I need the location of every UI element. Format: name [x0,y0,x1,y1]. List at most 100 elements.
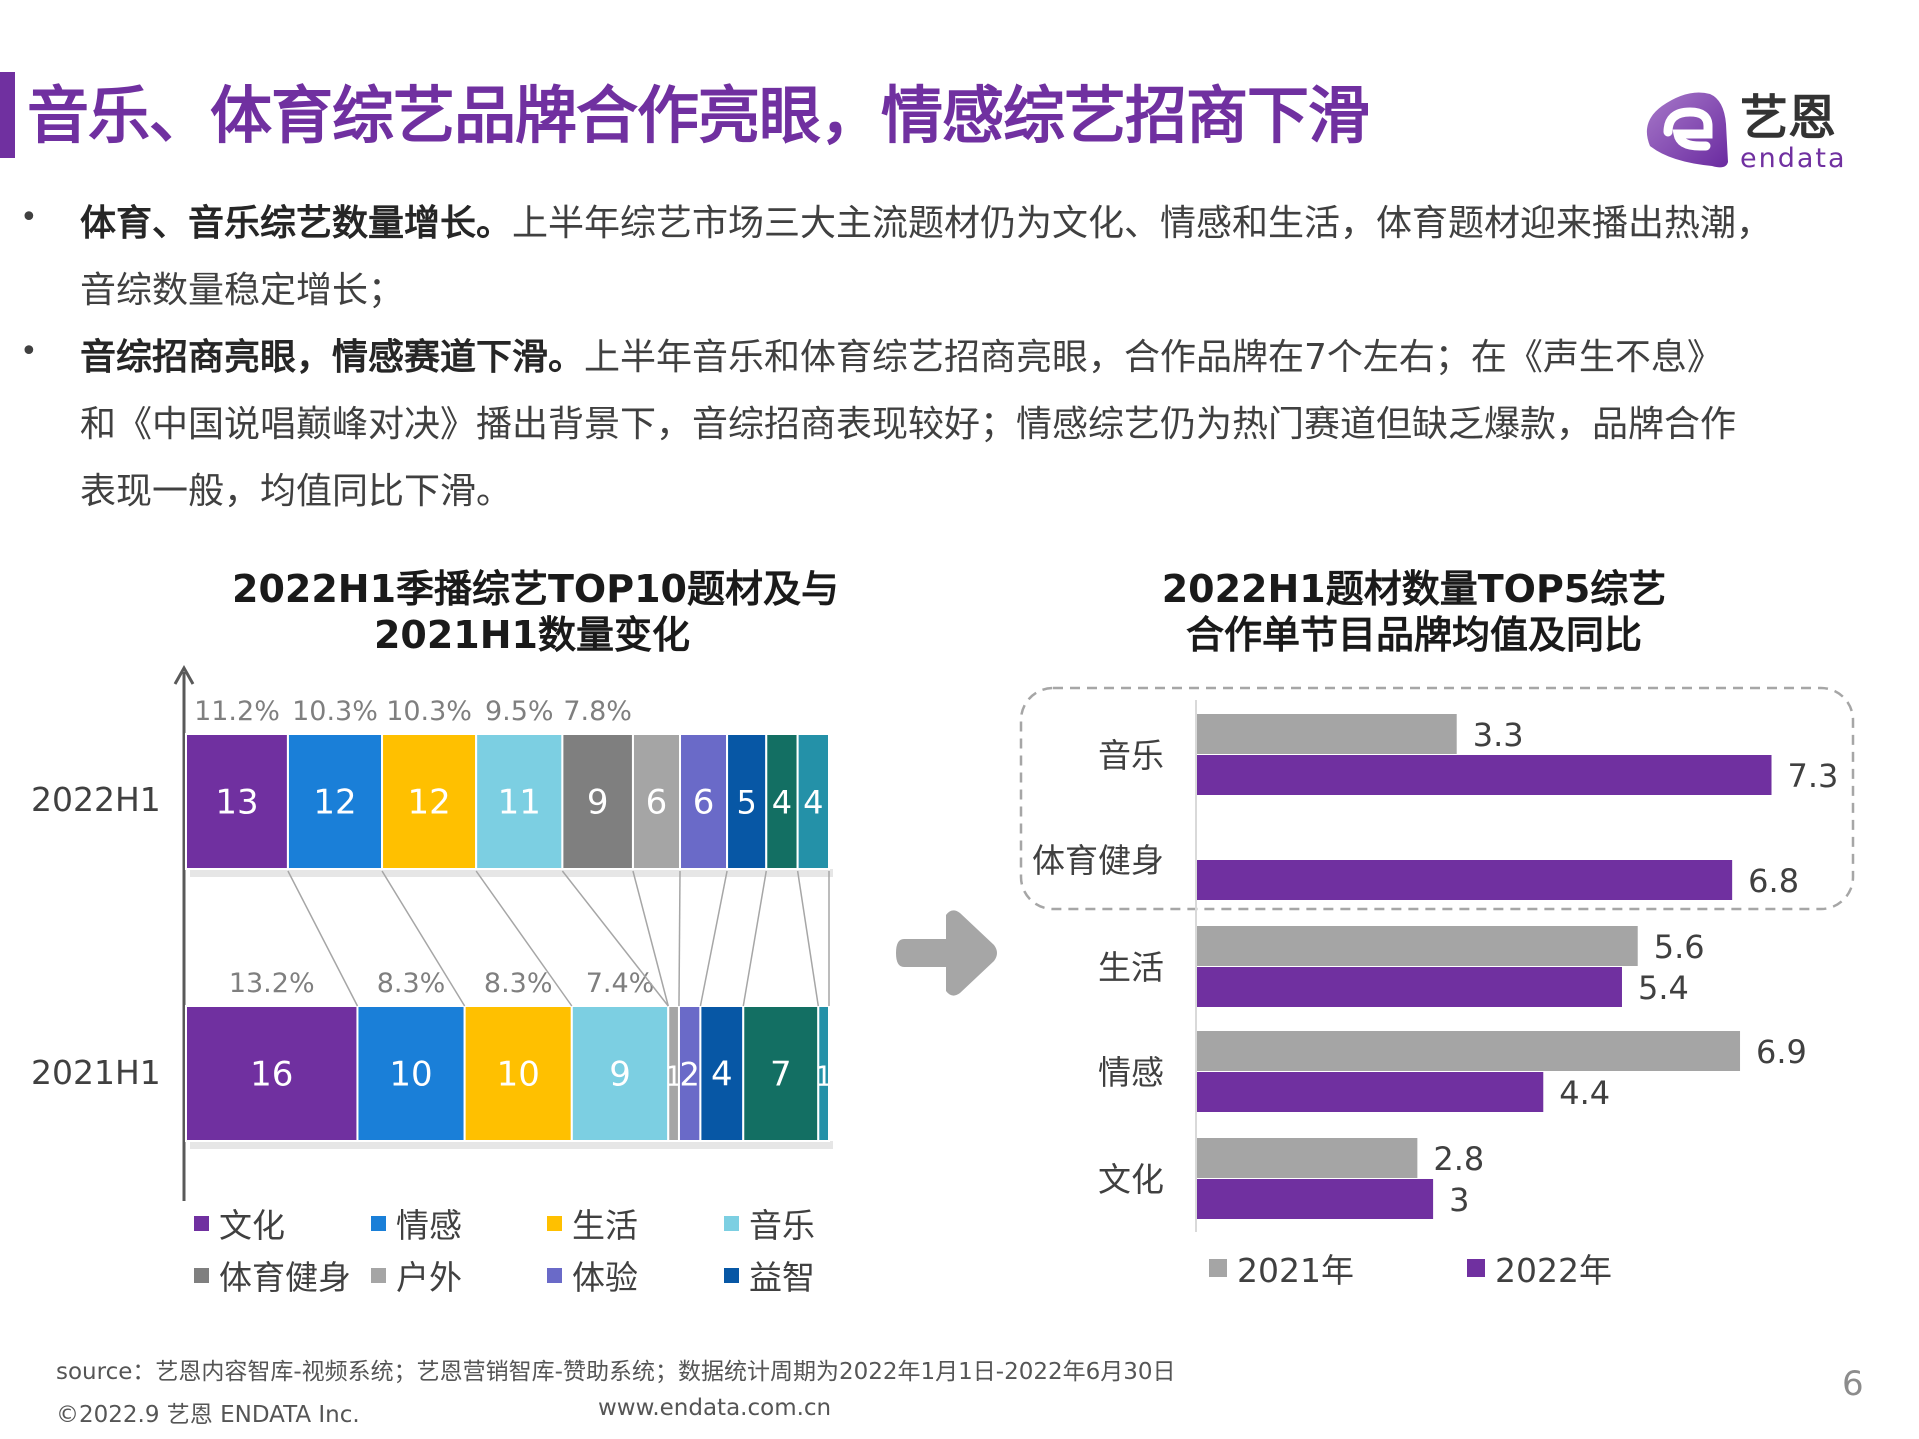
bar-segment [286,733,384,870]
bar-segment [667,1005,680,1142]
segment-value-label: 1 [665,1060,683,1093]
bar-value-label: 5.4 [1638,969,1689,1007]
percent-label: 7.4% [586,968,655,999]
category-label: 生活 [1098,948,1164,987]
bar-segment [726,733,768,870]
connector-line [699,870,728,1007]
bar-segment [356,1005,466,1142]
bullet-1-text: 上半年综艺市场三大主流题材仍为文化、情感和生活，体育题材迎来播出热潮， [512,203,1773,244]
bar [1197,1138,1418,1178]
percent-label: 8.3% [484,968,553,999]
legend-swatch [371,1267,386,1283]
segment-value-label: 2 [680,1056,700,1094]
bar-value-label: 2.8 [1433,1140,1484,1178]
legend-label: 文化 [219,1206,285,1245]
bar [1197,860,1733,900]
connector-line [678,870,681,1007]
legend-swatch [547,1267,562,1283]
website-link[interactable]: www.endata.com.cn [598,1395,832,1421]
legend-swatch [724,1267,739,1283]
bullet-1-heading: 体育、音乐综艺数量增长。 [80,203,513,244]
percent-label: 7.8% [563,696,632,727]
bar-segment [699,1005,745,1142]
page-title: 音乐、体育综艺品牌合作亮眼，情感综艺招商下滑 [27,79,1370,152]
legend-swatch [724,1215,739,1231]
bar-segment [570,1005,670,1142]
connector-line [632,870,669,1007]
legend-label: 益智 [749,1258,815,1297]
segment-value-label: 6 [646,783,668,823]
bar-value-label: 3 [1449,1181,1469,1219]
segment-value-label: 16 [250,1055,293,1095]
right-chart-title-line-1: 2022H1题材数量TOP5综艺 [1161,567,1667,611]
bar [1197,1179,1434,1219]
segment-value-label: 10 [389,1055,432,1095]
legend-item: 2021年 [1209,1244,1354,1292]
bar-segment [185,733,289,870]
axis-arrow-icon [173,664,195,685]
category-label: 体育健身 [1032,841,1164,880]
percent-label: 10.3% [292,696,378,727]
bar-segment [796,733,831,870]
left-chart-title-line-2: 2021H1数量变化 [373,613,690,657]
left-chart-title: 2022H1季播综艺TOP10题材及与 2021H1数量变化 [232,566,839,658]
connector-line [475,870,573,1007]
legend-item: 文化 [194,1199,285,1247]
bar-value-label: 4.4 [1559,1074,1610,1112]
bar-segment [765,733,799,870]
segment-value-label: 1 [815,1060,833,1093]
legend-label: 情感 [396,1206,462,1245]
bar [1197,714,1457,754]
bar-segment [475,733,564,870]
segment-value-label: 12 [313,783,356,823]
endata-logo: 艺恩 endata [1646,90,1845,172]
legend-label: 2021年 [1237,1251,1354,1290]
page-number: 6 [1842,1364,1864,1404]
percent-label: 9.5% [485,696,554,727]
bar-shadow [190,869,833,877]
percent-label: 8.3% [377,968,446,999]
legend-label: 体育健身 [219,1258,351,1297]
legend-item: 体验 [547,1251,638,1299]
segment-value-label: 4 [772,784,792,822]
percent-label: 11.2% [194,696,280,727]
source-note: source：艺恩内容智库-视频系统；艺恩营销智库-赞助系统；数据统计周期为20… [56,1359,1176,1385]
bullet-2-line-2: 和《中国说唱巅峰对决》播出背景下，音综招商表现较好；情感综艺仍为热门赛道但缺乏爆… [80,404,1737,445]
legend-item: 2022年 [1467,1244,1612,1292]
legend-label: 户外 [396,1258,462,1297]
connector-line [742,870,768,1007]
legend-label: 2022年 [1495,1251,1612,1290]
legend-swatch [371,1215,386,1231]
bar-segment [561,733,634,870]
category-label: 情感 [1098,1053,1164,1092]
legend-swatch [1467,1259,1485,1277]
connector-line [287,870,359,1007]
bullet-2-heading: 音综招商亮眼，情感赛道下滑。 [80,337,585,378]
legend-swatch [194,1267,209,1283]
bar-segment [817,1005,830,1142]
legend-label: 音乐 [749,1206,815,1245]
bar-value-label: 6.8 [1748,862,1799,900]
bullet-2-line-3: 表现一般，均值同比下滑。 [80,471,513,512]
row-label-2021h1: 2021H1 [31,1053,161,1092]
highlight-dashed-box [1019,686,1855,911]
connector-line [561,870,669,1007]
bar-segment [742,1005,820,1142]
segment-value-label: 5 [736,784,756,822]
logo-cn-text: 艺恩 [1740,90,1836,146]
percent-label: 10.3% [386,696,472,727]
right-chart-title: 2022H1题材数量TOP5综艺 合作单节目品牌均值及同比 [1114,566,1714,658]
bullet-2-line-1: 音综招商亮眼，情感赛道下滑。上半年音乐和体育综艺招商亮眼，合作品牌在7个左右；在… [80,324,1723,391]
bar-segment [677,1005,702,1142]
segment-value-label: 9 [609,1055,631,1095]
bar-value-label: 6.9 [1756,1033,1807,1071]
segment-value-label: 10 [497,1055,540,1095]
bar [1197,755,1772,795]
bar-segment [631,733,682,870]
bullet-1-line-1: 体育、音乐综艺数量增长。上半年综艺市场三大主流题材仍为文化、情感和生活，体育题材… [80,190,1772,257]
bullet-1-line-2: 音综数量稳定增长； [80,270,405,311]
bar [1197,1031,1741,1071]
bar-value-label: 5.6 [1654,928,1705,966]
right-chart-title-line-2: 合作单节目品牌均值及同比 [1185,613,1642,657]
legend-item: 生活 [547,1199,638,1247]
